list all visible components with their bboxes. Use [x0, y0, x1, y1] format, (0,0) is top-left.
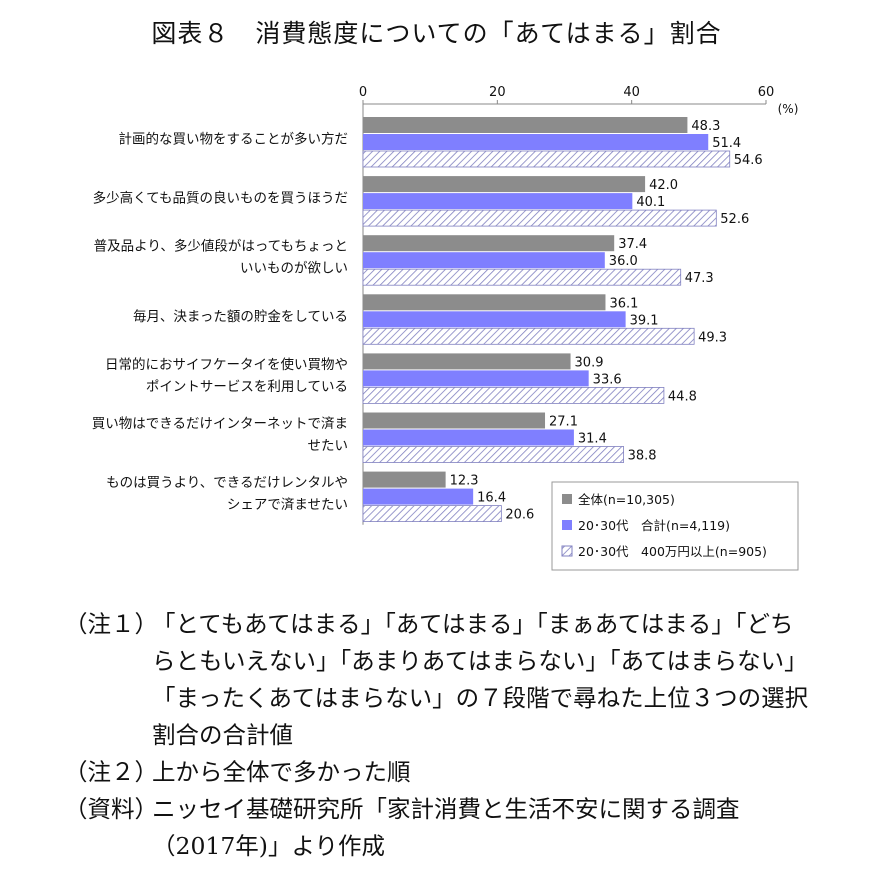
bar: [363, 117, 688, 133]
bar: [362, 150, 731, 168]
bar: [363, 412, 546, 429]
note-1: （注１） 「とてもあてはまる」「あてはまる」「まぁあてはまる」「どちらともいえな…: [64, 606, 812, 754]
legend-box: [551, 481, 799, 571]
data-label: 31.4: [578, 432, 607, 447]
x-tick-label: 0: [359, 85, 367, 100]
category-label: せたい: [308, 438, 349, 454]
data-label: 37.4: [618, 237, 647, 252]
note-3-tag: （資料）: [64, 795, 158, 823]
bar: [363, 488, 474, 505]
category-label: 計画的な買い物をすることが多い方だ: [119, 131, 349, 148]
data-label: 12.3: [450, 474, 479, 489]
bar: [363, 193, 633, 210]
category-label: ものは買うより、できるだけレンタルや: [106, 475, 348, 491]
data-label: 38.8: [628, 449, 657, 464]
data-label: 33.6: [593, 372, 622, 387]
data-label: 16.4: [477, 491, 506, 506]
category-label: 買い物はできるだけインターネットで済ま: [92, 416, 348, 432]
category-label: 普及品より、多少値段がはってもちょっと: [94, 238, 348, 255]
note-1-text: 「とてもあてはまる」「あてはまる」「まぁあてはまる」「どちらともいえない」「あま…: [152, 610, 809, 749]
data-label: 52.6: [720, 212, 749, 227]
data-label: 39.1: [630, 313, 659, 328]
x-axis-unit-label: (%): [778, 102, 799, 116]
data-label: 36.1: [609, 296, 638, 311]
data-label: 51.4: [712, 136, 741, 151]
note-2: （注２） 上から全体で多かった順: [64, 754, 812, 791]
bar: [363, 134, 709, 150]
x-tick-label: 20: [489, 85, 506, 100]
legend-swatch: [562, 494, 572, 504]
bar: [362, 505, 502, 523]
data-label: 47.3: [685, 271, 714, 286]
legend-swatch: [562, 520, 572, 530]
note-1-tag: （注１）: [64, 610, 158, 638]
category-label: 毎月、決まった額の貯金をしている: [133, 309, 348, 325]
bar: [363, 311, 626, 328]
x-tick-label: 40: [623, 85, 640, 100]
legend-label: 20･30代 400万円以上(n=905): [578, 544, 767, 559]
data-label: 20.6: [505, 508, 534, 523]
chart-title: 図表８ 消費態度についての「あてはまる」割合: [151, 19, 722, 48]
note-2-tag: （注２）: [64, 758, 158, 786]
bar: [362, 268, 682, 286]
data-label: 42.0: [649, 178, 678, 193]
legend-label: 全体(n=10,305): [578, 492, 675, 507]
bar: [363, 471, 446, 488]
category-label: いいものが欲しい: [240, 261, 348, 277]
bar-chart: 0 20 40 60(%) 計画的な買い物をすることが多い方だ 48.3 51.4 54.6 多…: [92, 85, 799, 571]
x-tick-label: 60: [758, 85, 775, 100]
data-label: 44.8: [668, 389, 697, 404]
bar: [363, 252, 605, 269]
category-label: シェアで済ませたい: [227, 497, 348, 513]
note-3-text: ニッセイ基礎研究所「家計消費と生活不安に関する調査（2017年)」より作成: [152, 795, 740, 860]
data-label: 49.3: [698, 330, 727, 345]
legend-label: 20･30代 合計(n=4,119): [578, 518, 730, 533]
note-3: （資料） ニッセイ基礎研究所「家計消費と生活不安に関する調査（2017年)」より…: [64, 791, 812, 865]
notes-section: （注１） 「とてもあてはまる」「あてはまる」「まぁあてはまる」「どちらともいえな…: [64, 606, 812, 865]
data-label: 40.1: [636, 195, 665, 210]
data-label: 48.3: [691, 119, 720, 134]
category-label: 日常的におサイフケータイを使い買物や: [105, 356, 348, 373]
bar: [363, 429, 574, 446]
bar: [362, 327, 695, 345]
bar: [362, 209, 717, 227]
data-label: 54.6: [734, 153, 763, 168]
bar: [363, 294, 606, 311]
bar: [363, 370, 589, 387]
bar: [363, 176, 646, 193]
bar: [363, 235, 615, 252]
note-2-text: 上から全体で多かった順: [152, 758, 411, 786]
bar: [362, 386, 665, 404]
category-label: ポイントサービスを利用している: [146, 379, 348, 395]
category-label: 多少高くても品質の良いものを買うほうだ: [93, 190, 348, 207]
data-label: 36.0: [609, 254, 638, 269]
bar: [363, 353, 571, 370]
bar: [362, 446, 625, 463]
legend-swatch: [561, 545, 573, 557]
data-label: 27.1: [549, 415, 578, 430]
data-label: 30.9: [575, 355, 604, 370]
